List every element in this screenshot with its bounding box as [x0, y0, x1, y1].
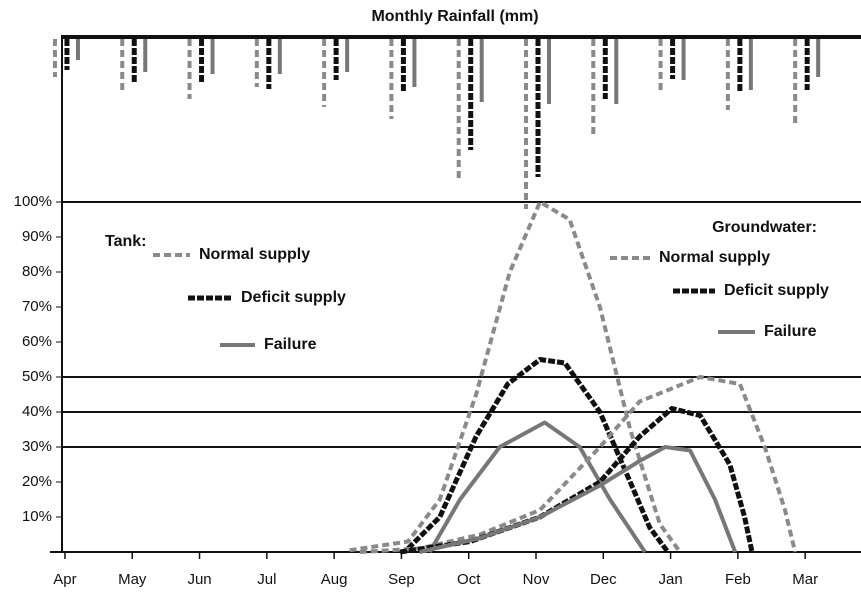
- x-tick-label: Apr: [53, 571, 76, 588]
- legend-group-title: Groundwater:: [712, 219, 817, 236]
- y-tick-label: 40%: [22, 403, 52, 420]
- y-tick-label: 20%: [22, 473, 52, 490]
- y-tick-label: 90%: [22, 228, 52, 245]
- curve: [359, 375, 798, 554]
- legend-label: Failure: [264, 336, 317, 353]
- x-tick-label: Sep: [388, 571, 415, 588]
- curve: [349, 200, 682, 554]
- x-tick-label: May: [118, 571, 147, 588]
- x-tick-label: Aug: [321, 571, 348, 588]
- x-tick-label: Dec: [590, 571, 617, 588]
- x-tick-label: Mar: [792, 571, 818, 588]
- curve: [427, 420, 647, 554]
- curve: [419, 445, 738, 554]
- legend-label: Deficit supply: [241, 289, 346, 306]
- legend-label: Failure: [764, 323, 817, 340]
- x-tick-label: Nov: [523, 571, 550, 588]
- y-tick-label: 10%: [22, 508, 52, 525]
- y-tick-label: 50%: [22, 368, 52, 385]
- x-tick-label: Oct: [457, 571, 481, 588]
- x-tick-label: Jan: [658, 571, 682, 588]
- legend-label: Normal supply: [659, 249, 770, 266]
- curve: [406, 357, 670, 554]
- x-tick-label: Feb: [725, 571, 751, 588]
- y-tick-label: 60%: [22, 333, 52, 350]
- curve: [399, 406, 755, 555]
- x-tick-label: Jul: [257, 571, 276, 588]
- chart-title: Monthly Rainfall (mm): [371, 8, 538, 25]
- y-tick-label: 100%: [14, 193, 52, 210]
- y-tick-label: 70%: [22, 298, 52, 315]
- legend-label: Deficit supply: [724, 282, 829, 299]
- y-tick-label: 80%: [22, 263, 52, 280]
- legend-label: Normal supply: [199, 246, 310, 263]
- legend-group-title: Tank:: [105, 233, 146, 250]
- x-tick-label: Jun: [187, 571, 211, 588]
- y-tick-label: 30%: [22, 438, 52, 455]
